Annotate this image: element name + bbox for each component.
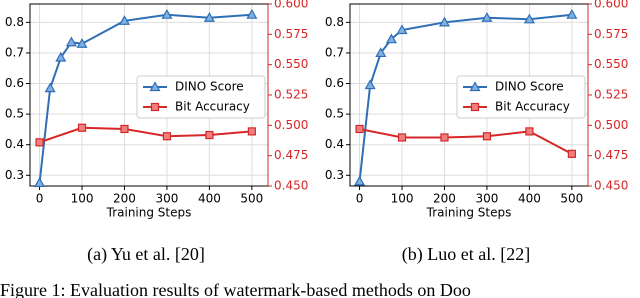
marker [77, 123, 87, 132]
marker [566, 8, 578, 19]
series-line [39, 126, 252, 144]
marker [364, 79, 376, 90]
subplot: 0 100 200 300 400 500 0.3 0.4 0.5 0.6 0.7 0.8 0.450 0… [5, 0, 308, 265]
marker [385, 33, 397, 44]
y2-tick-label: 0.575 [594, 27, 628, 41]
marker [470, 102, 480, 112]
y2-tick-label: 0.500 [274, 118, 308, 132]
marker [523, 13, 535, 24]
marker [118, 15, 131, 25]
marker [247, 127, 256, 136]
y-tick-label: 0.8 [325, 15, 344, 29]
legend-label: DINO Score [175, 80, 244, 94]
y-tick-label: 0.3 [5, 168, 24, 182]
marker [246, 8, 258, 19]
y-tick-label: 0.7 [325, 45, 344, 59]
marker [149, 81, 161, 92]
y2-tick-label: 0.600 [274, 0, 308, 11]
marker [355, 124, 364, 134]
y-tick-label: 0.6 [325, 76, 344, 90]
marker [34, 177, 46, 188]
y-tick-label: 0.3 [325, 168, 344, 182]
y-tick-label: 0.6 [5, 76, 24, 90]
x-tick-label: 500 [240, 192, 263, 206]
marker [396, 24, 408, 35]
y2-tick-label: 0.550 [594, 57, 628, 71]
y2-tick-label: 0.450 [274, 179, 308, 193]
marker [76, 38, 88, 48]
x-tick-label: 200 [433, 192, 456, 206]
marker [205, 130, 214, 140]
marker [161, 8, 173, 19]
y2-tick-label: 0.500 [594, 118, 628, 132]
marker [55, 51, 67, 62]
subplot: 0 100 200 300 400 500 0.3 0.4 0.5 0.6 0.7 0.8 0.450 0… [325, 0, 628, 265]
y2-tick-label: 0.525 [594, 88, 628, 102]
x-tick-label: 300 [475, 192, 498, 206]
subplot-caption: (a) Yu et al. [20] [87, 244, 205, 265]
marker [354, 175, 366, 186]
y-tick-label: 0.5 [5, 107, 24, 121]
marker [438, 16, 451, 27]
x-tick-label: 400 [518, 192, 541, 206]
subplot-caption: (b) Luo et al. [22] [402, 244, 530, 265]
y2-tick-label: 0.600 [594, 0, 628, 11]
marker [440, 133, 449, 142]
x-tick-label: 200 [113, 192, 136, 206]
series-line [359, 127, 573, 155]
x-tick-label: 100 [71, 192, 94, 206]
x-tick-label: 500 [560, 192, 583, 206]
legend-label: DINO Score [495, 80, 564, 94]
marker [35, 138, 44, 147]
y2-tick-label: 0.475 [274, 148, 308, 162]
legend-box [456, 75, 586, 119]
marker [469, 81, 481, 92]
y2-tick-label: 0.575 [274, 27, 308, 41]
legend-label: Bit Accuracy [175, 100, 250, 114]
y2-tick-label: 0.525 [274, 88, 308, 102]
x-axis-label: Training Steps [426, 206, 512, 220]
y2-tick-label: 0.475 [594, 148, 628, 162]
y-tick-label: 0.7 [5, 45, 24, 59]
figure-caption: Figure 1: Evaluation results of watermar… [0, 280, 471, 298]
marker [375, 47, 387, 58]
marker [567, 149, 576, 158]
marker [481, 12, 493, 22]
marker [203, 12, 215, 22]
y2-tick-label: 0.550 [274, 57, 308, 71]
y-tick-label: 0.5 [325, 107, 344, 121]
y2-tick-label: 0.450 [594, 179, 628, 193]
marker [162, 132, 172, 141]
marker [44, 82, 56, 93]
marker [525, 127, 534, 136]
y-tick-label: 0.4 [325, 137, 344, 151]
x-tick-label: 0 [356, 192, 364, 206]
x-axis-label: Training Steps [106, 206, 192, 220]
legend-box [136, 75, 266, 119]
x-tick-label: 100 [391, 192, 414, 206]
x-tick-label: 300 [155, 192, 178, 206]
marker [120, 124, 129, 134]
legend-label: Bit Accuracy [495, 100, 570, 114]
x-tick-label: 400 [198, 192, 221, 206]
marker [397, 133, 407, 142]
x-tick-label: 0 [36, 192, 44, 206]
y-tick-label: 0.4 [5, 137, 24, 151]
y-tick-label: 0.8 [5, 15, 24, 29]
marker [150, 102, 160, 112]
marker [65, 36, 77, 47]
marker [482, 132, 492, 141]
